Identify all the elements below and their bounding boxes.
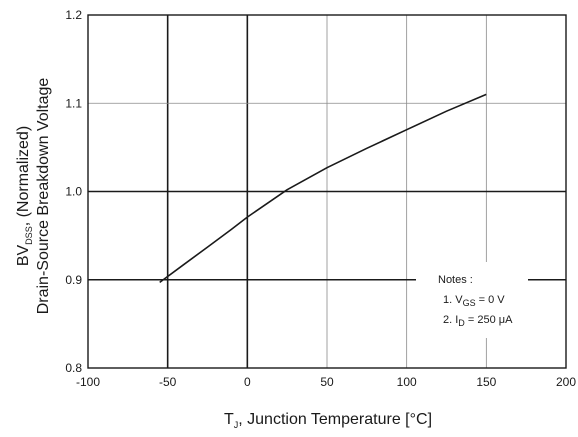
x-tick-label: 100	[397, 375, 417, 389]
notes-line-1: 1. VGS = 0 V	[443, 294, 505, 308]
y-tick-label: 1.1	[65, 96, 82, 110]
x-axis-label: TJ, Junction Temperature [°C]	[224, 411, 432, 430]
x-tick-label: 50	[320, 375, 334, 389]
notes-title: Notes :	[438, 274, 473, 286]
y-tick-label: 1.0	[65, 185, 82, 199]
y-axis-label-line-1: BVDSS, (Normalized)	[15, 126, 34, 266]
x-tick-label: 150	[476, 375, 496, 389]
y-tick-label: 0.9	[65, 273, 82, 287]
series	[159, 93, 487, 284]
y-axis-label: BVDSS, (Normalized) Drain-Source Breakdo…	[15, 78, 52, 315]
x-tick-label: 0	[244, 375, 251, 389]
x-tick-label: 200	[556, 375, 576, 389]
y-tick-label: 1.2	[65, 8, 82, 22]
notes-box: Notes : 1. VGS = 0 V 2. ID = 250 μA	[416, 262, 528, 338]
y-tick-label: 0.8	[65, 361, 82, 375]
tick-labels: -100 -50 0 50 100 150 200 0.8 0.9 1.0 1.1 1.2	[65, 8, 576, 389]
y-axis-label-line-2: Drain-Source Breakdown Voltage	[35, 78, 52, 315]
notes-line-2: 2. ID = 250 μA	[443, 314, 513, 328]
plot-frame	[87, 14, 567, 369]
x-tick-label: -50	[159, 375, 177, 389]
x-tick-label: -100	[76, 375, 100, 389]
series-line	[159, 93, 487, 284]
